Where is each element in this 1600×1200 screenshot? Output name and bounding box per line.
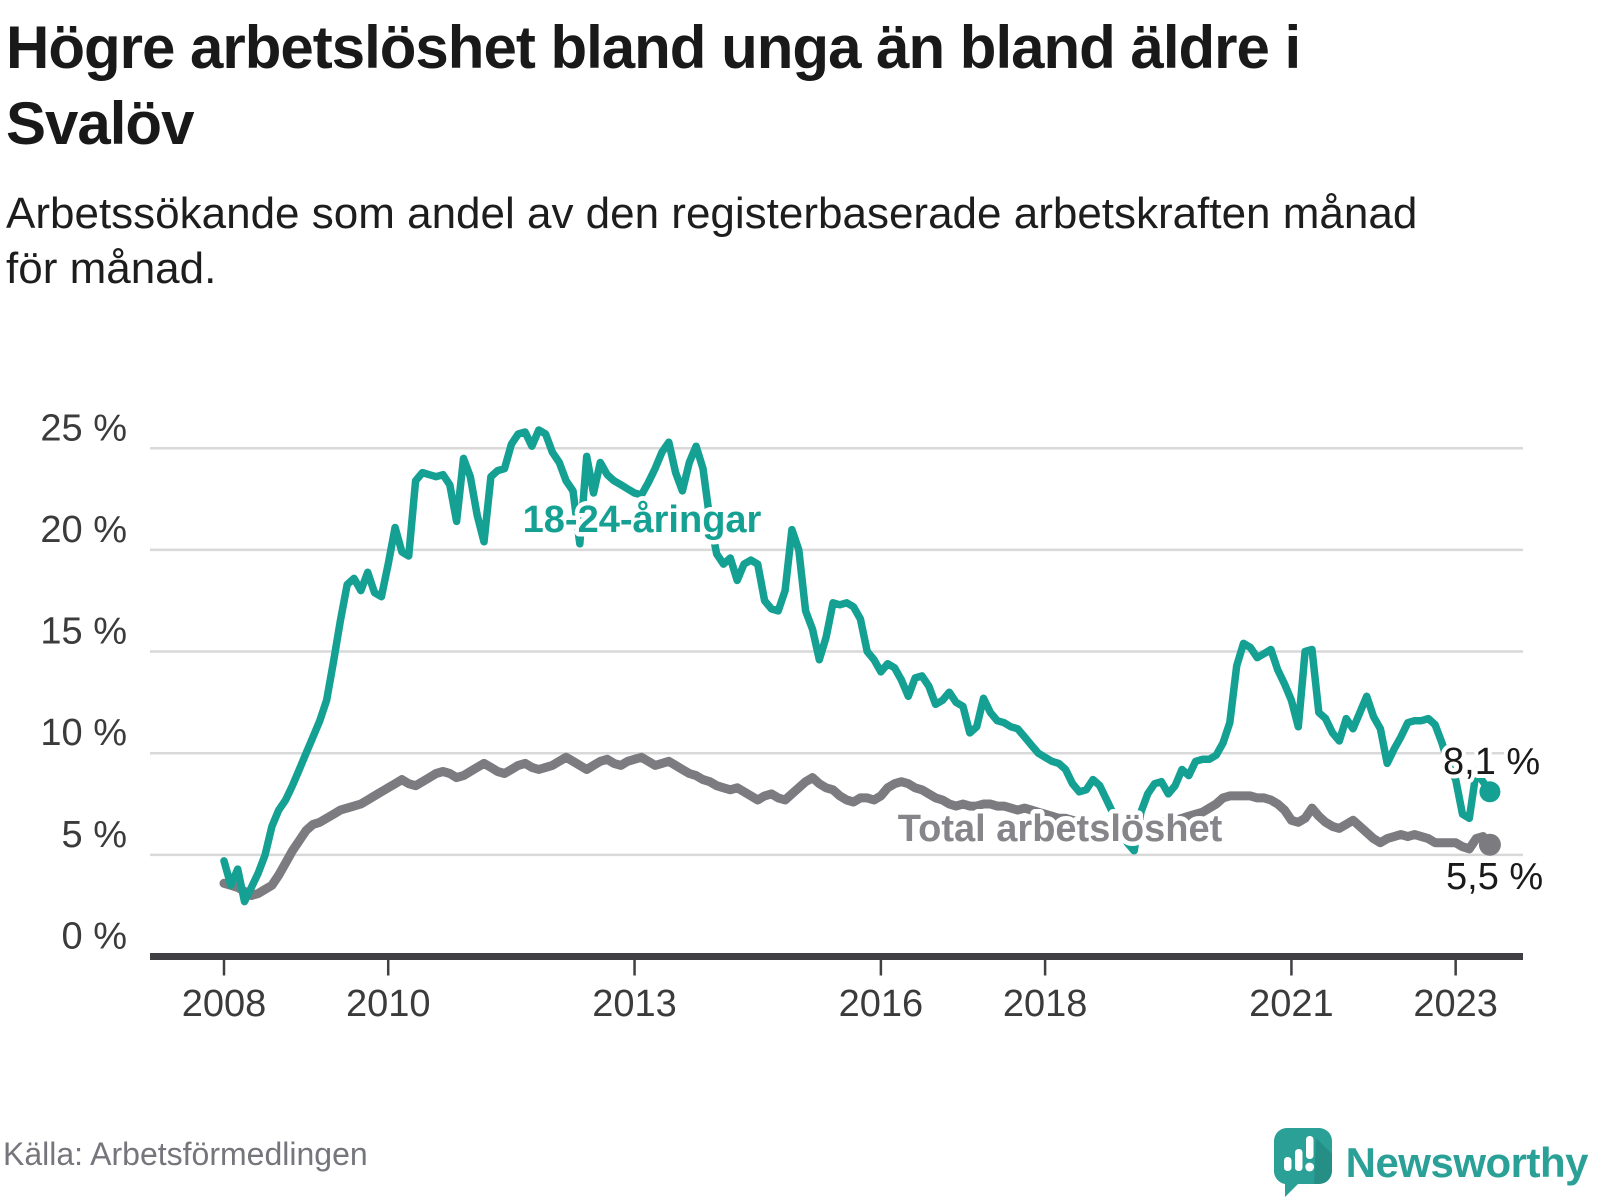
x-tick-label-2016: 2016 bbox=[839, 983, 924, 1025]
x-tick-label-2010: 2010 bbox=[346, 983, 431, 1025]
x-tick-label-2023: 2023 bbox=[1413, 983, 1498, 1025]
x-tick-label-2008: 2008 bbox=[182, 983, 267, 1025]
chart-title-line1: Högre arbetslöshet bland unga än bland ä… bbox=[6, 14, 1301, 81]
line-18-24 bbox=[220, 426, 1494, 906]
chart-subtitle: Arbetssökande som andel av den registerb… bbox=[6, 186, 1586, 296]
chart-title: Högre arbetslöshet bland unga än bland ä… bbox=[6, 10, 1586, 162]
chart-subtitle-line1: Arbetssökande som andel av den registerb… bbox=[6, 189, 1418, 238]
brand-footer: Newsworthy bbox=[1273, 1128, 1589, 1198]
y-tick-label: 25 % bbox=[40, 407, 127, 449]
end-value-label-total: 5,5 % bbox=[1446, 856, 1543, 898]
series-end-dots bbox=[1478, 781, 1501, 856]
series-lines bbox=[219, 426, 1495, 906]
chart-subtitle-line2: för månad. bbox=[6, 244, 217, 293]
series-label-18-24: 18-24-åringar bbox=[523, 499, 762, 541]
x-axis: 2008 2010 2013 2016 2018 2021 2023 bbox=[150, 953, 1523, 1025]
source-note: Källa: Arbetsförmedlingen bbox=[3, 1136, 368, 1172]
line-total bbox=[219, 752, 1495, 900]
newsworthy-logo-icon bbox=[1273, 1128, 1332, 1197]
x-tick-label-2021: 2021 bbox=[1249, 983, 1334, 1025]
end-dot-total bbox=[1478, 833, 1501, 856]
brand-wordmark: Newsworthy bbox=[1345, 1139, 1589, 1186]
y-tick-label: 5 % bbox=[62, 814, 127, 856]
y-tick-label: 0 % bbox=[62, 916, 127, 958]
x-tick-label-2018: 2018 bbox=[1003, 983, 1088, 1025]
chart-title-line2: Svalöv bbox=[6, 90, 194, 157]
x-tick-label-2013: 2013 bbox=[592, 983, 677, 1025]
gridlines: 0 % 5 % 10 % 15 % 20 % 25 % bbox=[40, 407, 1523, 958]
series-label-total: Total arbetslöshet bbox=[898, 808, 1223, 850]
end-dot-18-24 bbox=[1479, 781, 1501, 803]
y-tick-label: 10 % bbox=[40, 712, 127, 754]
y-tick-label: 15 % bbox=[40, 611, 127, 653]
y-tick-label: 20 % bbox=[40, 509, 127, 551]
end-value-label-18-24: 8,1 % bbox=[1443, 741, 1540, 783]
